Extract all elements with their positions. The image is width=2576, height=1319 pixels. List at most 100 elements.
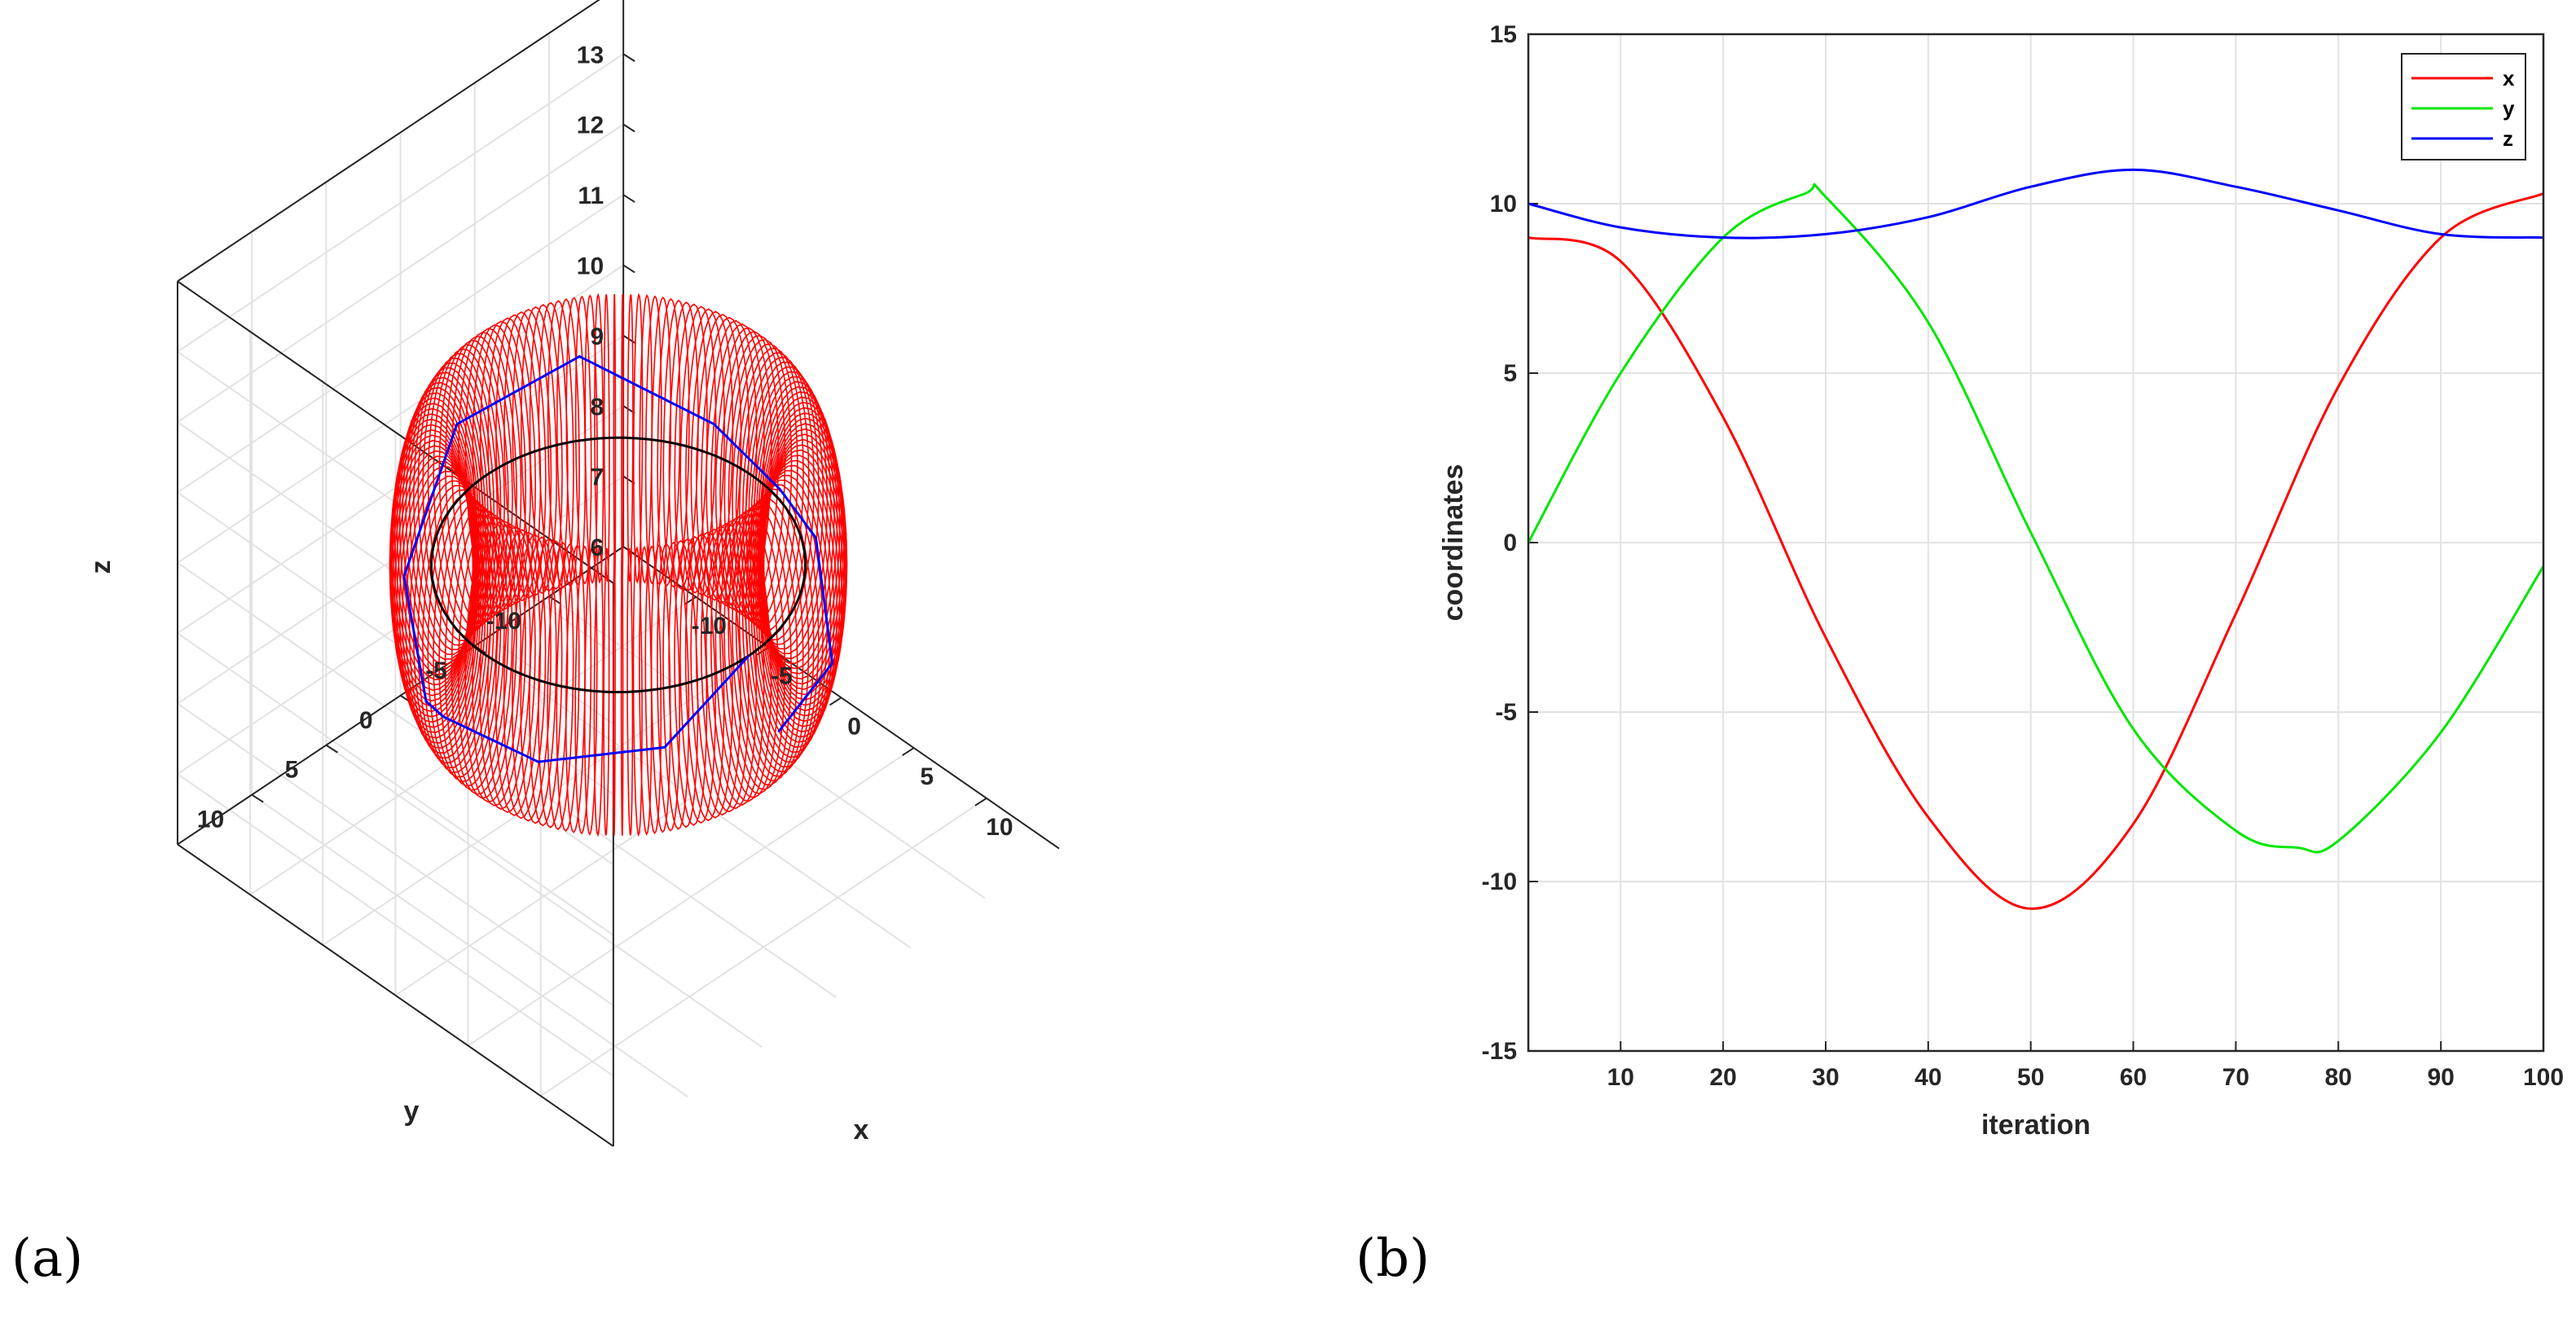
chart-b-ytick-label: -15 [1482,1038,1517,1065]
torus-ring [735,347,804,632]
chart-b-legend-box [2401,53,2526,160]
x-tick-label: -10 [692,613,727,640]
torus-ring [731,501,798,786]
z-tick-label: 8 [590,394,604,420]
wall-right-grid-z [177,773,614,1077]
torus-ring [620,548,624,836]
torus-ring [417,362,492,646]
torus-ring [451,335,513,622]
chart-b-tick-labels: 10 20 30 40 50 60 70 80 90 100 -15 -10 -5 0 5 10 15 [1482,21,2564,1091]
torus-ring [593,546,604,838]
x-tick-mark [829,697,842,706]
torus-ring [745,484,820,768]
y-tick-mark [325,744,338,754]
torus-ring [444,505,509,791]
torus-ring [626,294,634,583]
z-tick-mark [622,264,635,274]
torus-ring [710,323,765,610]
trajectory-line [402,354,834,763]
floor-grid-y [325,744,763,1048]
torus-ring [632,546,643,838]
torus-ring [409,372,486,656]
torus-ring [458,331,518,618]
z-tick-label: 10 [577,253,604,279]
torus-ring [556,297,580,587]
torus-ring [584,294,598,585]
y-tick-mark [251,794,264,803]
torus-ring [690,310,734,599]
torus-ring [538,540,569,829]
torus-ring [684,534,725,821]
chart-b-ytick-label: 15 [1490,21,1517,48]
torus-ring [621,294,624,582]
legend-label-x: x [2503,66,2515,90]
x-tick-label: 10 [986,814,1013,841]
torus-ring [674,303,708,592]
chart-b-ytick-label: 10 [1490,191,1517,218]
chart-b-series [1527,168,2545,910]
x-tick-label: -5 [771,663,793,690]
chart-b-legend: xyz [2401,53,2526,160]
torus-ring [433,348,502,633]
chart-b-line: 10 20 30 40 50 60 70 80 90 100 -15 -10 -5 0 5 10 15 iter… [1438,21,2564,1141]
y-tick-label: -10 [486,608,521,635]
floor-grid-y [399,694,837,999]
torus-ring [574,295,592,585]
panel-label-b: (b) [1356,1229,1430,1289]
chart-a-axes-box [176,0,1060,1147]
legend-label-y: y [2503,96,2515,121]
torus-ring [451,509,513,795]
torus-ring [668,301,699,590]
torus-ring [735,497,804,782]
chart-b-xtick-label: 70 [2222,1064,2249,1091]
wall-right-grid-z [177,632,614,936]
chart-b-ytick-label: -10 [1482,868,1517,895]
torus-ring [603,294,610,583]
torus-ring [594,292,604,584]
x-tick-label: 0 [847,713,861,740]
chart-b-xtick-label: 10 [1607,1064,1634,1091]
torus-ring [479,320,532,608]
torus-ring [748,479,824,763]
torus-ring [632,292,644,584]
z-tick-mark [622,194,635,203]
torus-ring [750,474,828,758]
torus-ring [464,328,522,614]
series-y-line [1527,182,2545,854]
torus-ring [445,339,509,625]
torus-ring [639,293,653,584]
chart-b-xtick-label: 100 [2523,1064,2564,1091]
chart-b-ytick-label: 0 [1503,530,1517,556]
y-tick-label: 10 [197,807,224,833]
torus-ring [512,534,552,822]
z-tick-label: 11 [578,182,604,209]
chart-a-zlabel: z [86,561,116,574]
z-tick-label: 13 [577,42,604,68]
chart-b-ytick-label: 5 [1503,360,1517,387]
torus-ring [433,498,502,783]
torus-ring [754,380,835,665]
z-tick-label: 6 [590,534,604,561]
torus-ring [695,314,742,601]
y-tick-label: -5 [425,657,447,684]
torus-ring [657,543,680,832]
torus-ring [613,548,616,836]
center-circle [429,436,807,693]
torus-ring [512,308,552,596]
torus-ring [639,545,653,836]
legend-label-z: z [2503,126,2513,151]
chart-b-xtick-label: 20 [1709,1064,1736,1091]
floor-grid-y [251,794,688,1097]
torus-ring [472,520,526,807]
x-tick-label: 5 [920,763,934,790]
z-tick-mark [622,53,635,63]
torus-ring [529,538,563,827]
torus-ring [644,295,662,585]
box-edge [177,280,614,584]
chart-b-ylabel: coordinates [1438,464,1469,622]
torus-ring [723,334,786,621]
chart-a-xlabel: x [854,1115,869,1145]
torus-ring [438,344,506,629]
chart-b-xtick-label: 90 [2427,1064,2454,1091]
